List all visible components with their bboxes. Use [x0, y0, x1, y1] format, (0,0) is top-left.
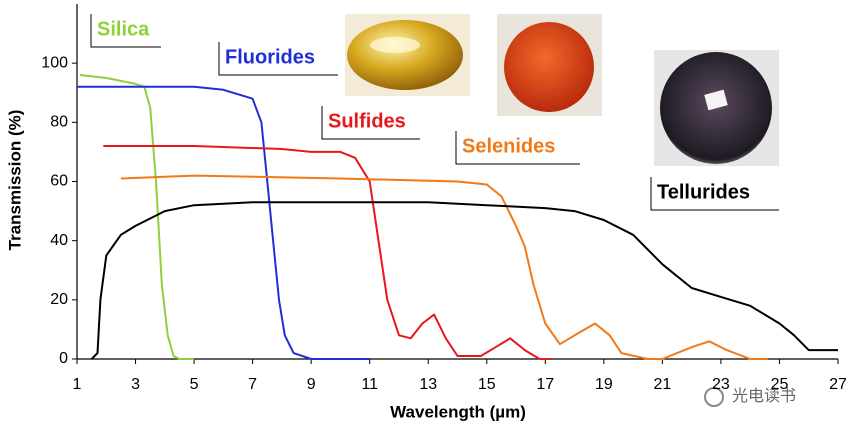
- x-tick-label: 7: [248, 376, 257, 393]
- x-tick-label: 17: [536, 376, 554, 393]
- label-bracket: [455, 131, 580, 165]
- y-tick-label: 60: [50, 173, 68, 190]
- x-tick-label: 5: [190, 376, 199, 393]
- label-bracket: [321, 106, 420, 140]
- label-bracket: [90, 14, 161, 48]
- series-label: Fluorides: [225, 46, 315, 68]
- watermark: 光电读书: [704, 387, 796, 407]
- x-tick-label: 27: [829, 376, 847, 393]
- series-label: Tellurides: [657, 181, 750, 203]
- x-tick-label: 11: [361, 376, 378, 393]
- label-bracket: [218, 42, 338, 76]
- x-tick-label: 13: [419, 376, 437, 393]
- photo-glass-ceramic: [497, 14, 602, 116]
- y-tick-label: 80: [50, 114, 68, 131]
- x-tick-label: 19: [595, 376, 613, 393]
- x-tick-label: 9: [307, 376, 316, 393]
- series-label: Silica: [97, 18, 150, 40]
- photo-chalcogenide-lens: [345, 14, 470, 96]
- photo-telluride-disc: [654, 50, 779, 166]
- series-line: [77, 85, 370, 360]
- series-label: Selenides: [462, 135, 555, 157]
- y-tick-label: 40: [50, 232, 68, 249]
- series-line: [103, 145, 552, 360]
- watermark-text: 光电读书: [732, 387, 796, 405]
- x-tick-label: 3: [131, 376, 140, 393]
- y-tick-label: 100: [41, 54, 68, 71]
- x-tick-label: 23: [712, 376, 730, 393]
- series-label: Sulfides: [328, 110, 406, 132]
- x-tick-label: 25: [771, 376, 789, 393]
- x-axis-title: Wavelength (µm): [390, 402, 526, 421]
- y-tick-label: 0: [59, 350, 68, 367]
- x-tick-label: 15: [478, 376, 496, 393]
- series-line: [90, 201, 838, 360]
- y-tick-label: 20: [50, 291, 68, 308]
- series-line: [79, 74, 195, 360]
- x-tick-label: 21: [653, 376, 671, 393]
- label-bracket: [650, 177, 779, 211]
- x-tick-label: 1: [73, 376, 82, 393]
- series-line: [120, 174, 768, 360]
- y-axis-title: Transmission (%): [5, 110, 24, 251]
